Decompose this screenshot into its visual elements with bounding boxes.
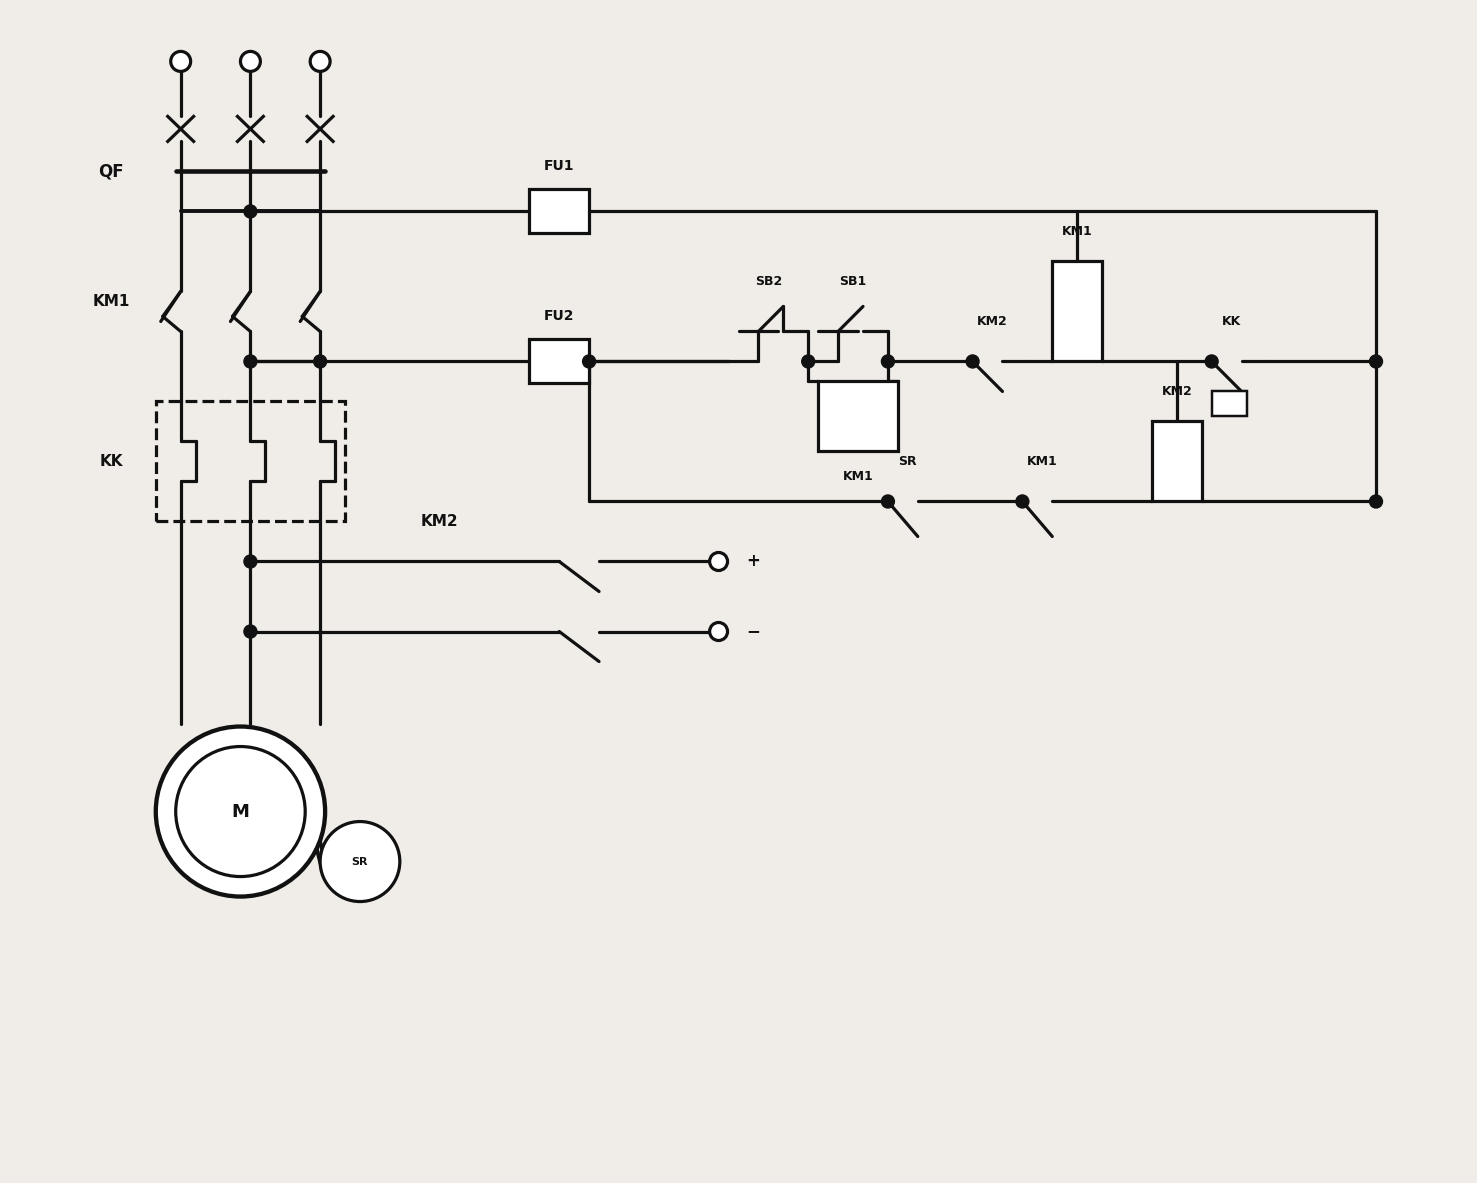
Text: KM1: KM1: [843, 470, 873, 483]
Circle shape: [882, 355, 895, 368]
Bar: [529, 340, 589, 383]
Circle shape: [171, 51, 191, 71]
Circle shape: [244, 625, 257, 638]
Text: KM1: KM1: [1062, 225, 1093, 238]
Circle shape: [1016, 494, 1029, 508]
Text: KM1: KM1: [1027, 455, 1058, 468]
Circle shape: [310, 51, 329, 71]
Circle shape: [244, 355, 257, 368]
Circle shape: [244, 555, 257, 568]
Bar: [818, 381, 898, 452]
Circle shape: [882, 494, 895, 508]
Text: KM2: KM2: [421, 513, 458, 529]
Bar: [529, 189, 589, 233]
Text: SR: SR: [898, 455, 917, 468]
Circle shape: [966, 355, 979, 368]
Bar: [155, 401, 346, 522]
Text: SR: SR: [352, 856, 368, 867]
Text: QF: QF: [97, 162, 124, 181]
Text: FU1: FU1: [544, 160, 575, 174]
Text: KM1: KM1: [92, 293, 130, 309]
Text: SB2: SB2: [755, 274, 781, 287]
Circle shape: [1369, 355, 1382, 368]
Text: KK: KK: [99, 454, 123, 468]
Text: KM2: KM2: [978, 315, 1007, 328]
Circle shape: [709, 552, 728, 570]
Bar: [1052, 261, 1102, 362]
Circle shape: [241, 51, 260, 71]
Circle shape: [313, 355, 326, 368]
Circle shape: [1369, 494, 1382, 508]
Text: +: +: [746, 552, 761, 570]
Circle shape: [321, 821, 400, 901]
Text: M: M: [232, 802, 250, 821]
Bar: [1211, 392, 1247, 416]
Circle shape: [709, 622, 728, 640]
Circle shape: [1205, 355, 1219, 368]
Circle shape: [582, 355, 595, 368]
Text: KK: KK: [1221, 315, 1241, 328]
Circle shape: [802, 355, 815, 368]
Text: FU2: FU2: [544, 310, 575, 323]
Circle shape: [176, 746, 306, 877]
Bar: [1152, 421, 1202, 502]
Text: KM2: KM2: [1161, 384, 1192, 397]
Circle shape: [244, 205, 257, 218]
Text: SB1: SB1: [839, 274, 867, 287]
Text: −: −: [746, 622, 761, 640]
Circle shape: [155, 726, 325, 897]
